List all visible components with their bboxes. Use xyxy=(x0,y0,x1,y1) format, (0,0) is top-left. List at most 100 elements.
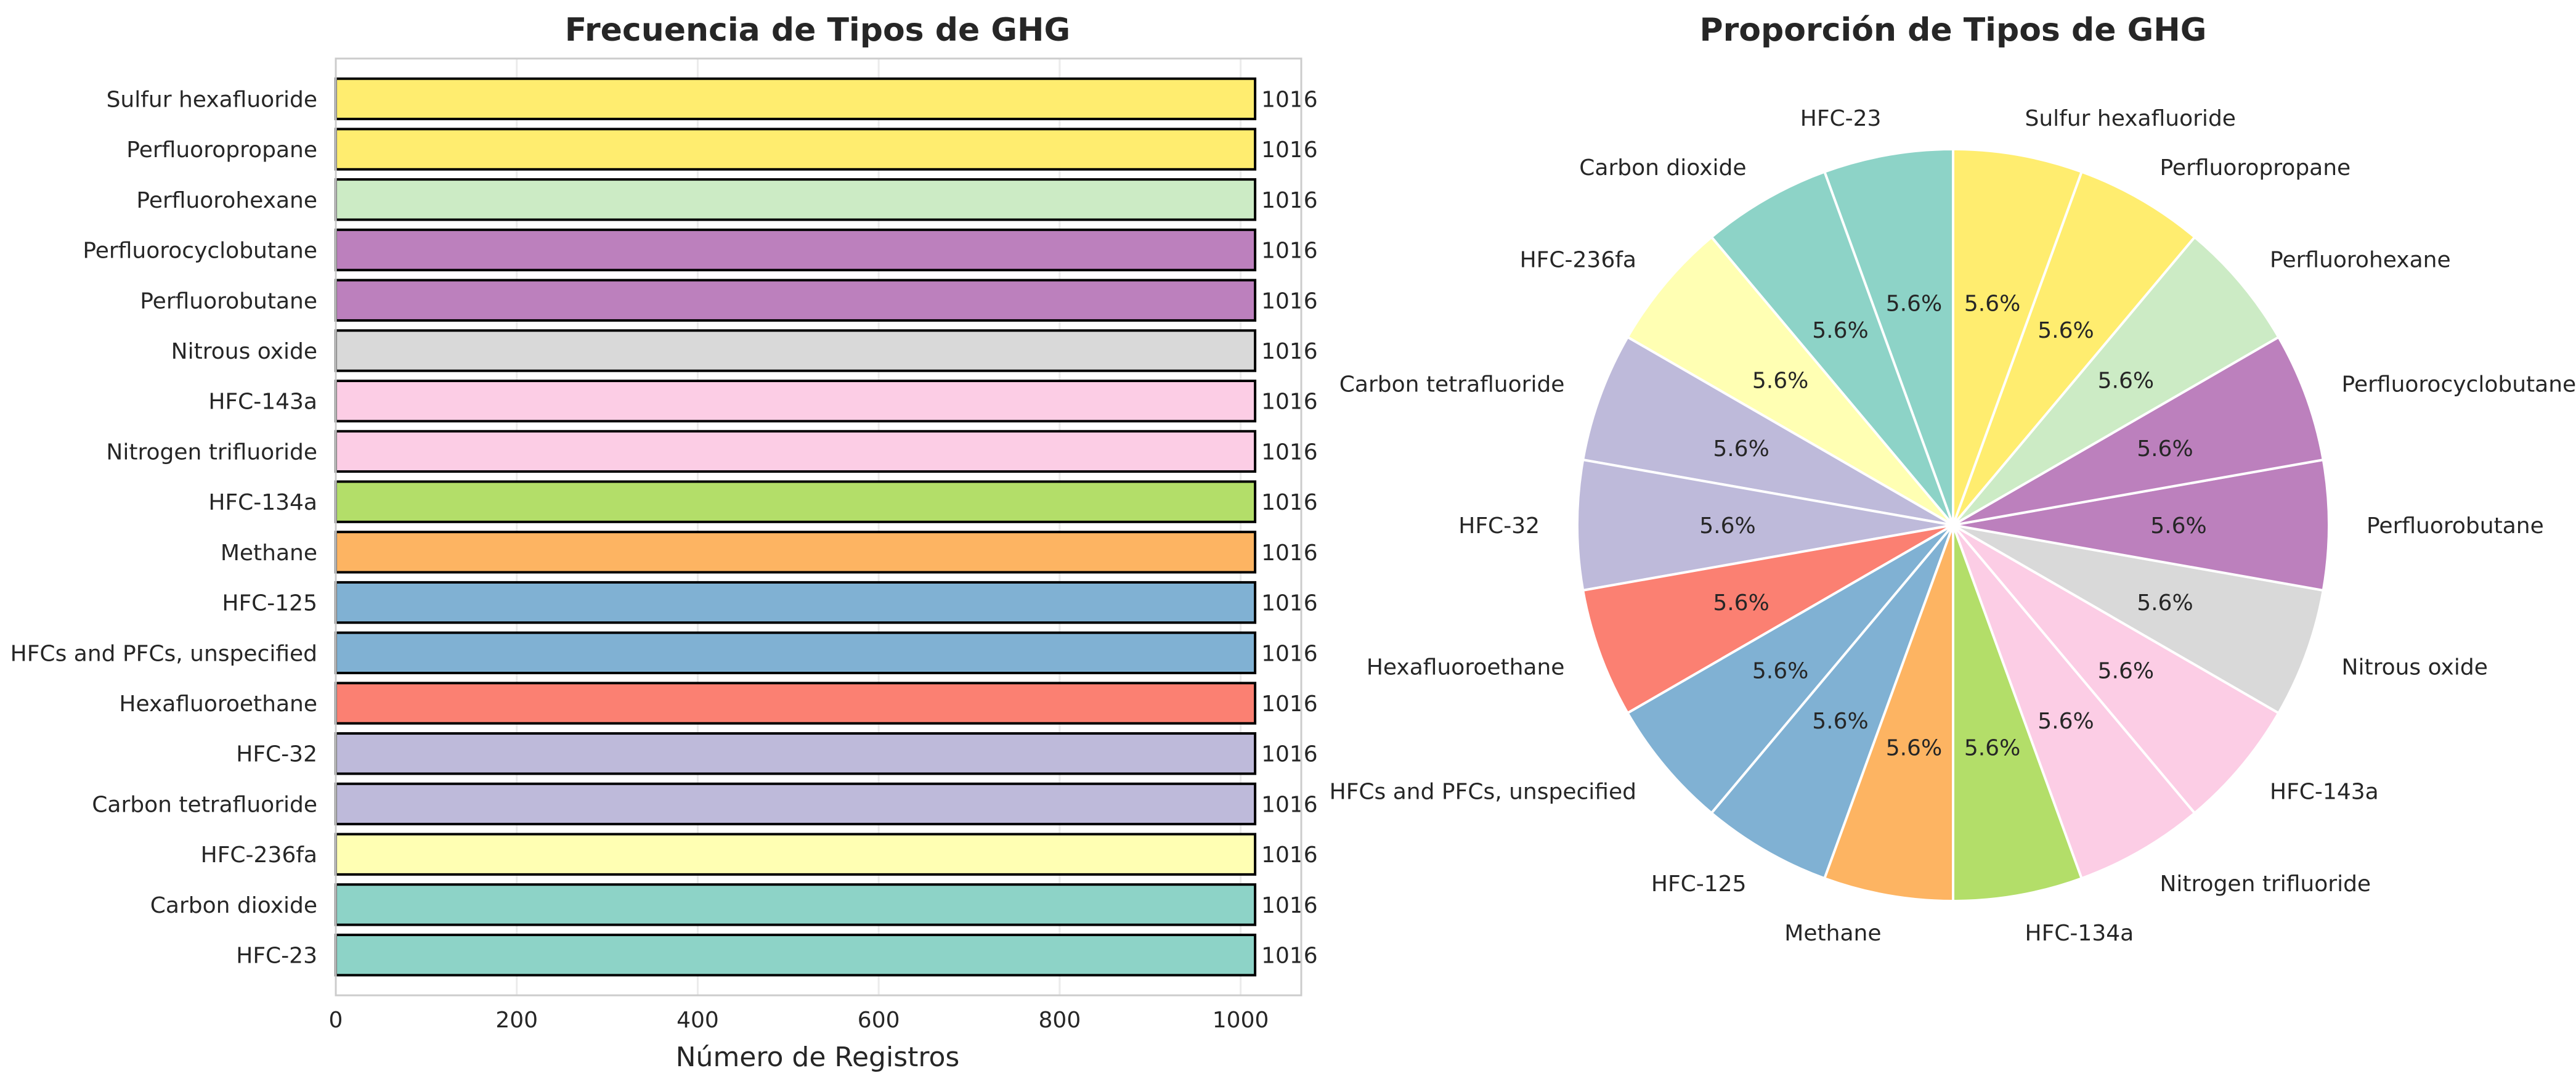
pie-slice xyxy=(1952,458,2330,592)
bar-chart-panel: Frecuencia de Tipos de GHG 1016101610161… xyxy=(10,12,1318,1073)
bar-category-label: HFC-125 xyxy=(222,591,317,616)
pie-percent-label: 5.6% xyxy=(2038,318,2094,343)
bar-value-label: 1016 xyxy=(1261,842,1318,868)
pie-category-label: Methane xyxy=(1784,921,1881,946)
pie-slice xyxy=(1952,524,2281,815)
pie-slice xyxy=(1625,524,1954,815)
bar-value-label: 1016 xyxy=(1261,540,1318,566)
bar-value-label: 1016 xyxy=(1261,188,1318,213)
bar xyxy=(335,480,1257,523)
bar-category-label: HFC-236fa xyxy=(201,842,317,868)
pie-slice xyxy=(1952,170,2196,526)
pie-slice xyxy=(1822,147,1954,526)
bar-value-label: 1016 xyxy=(1261,641,1318,666)
bar xyxy=(335,128,1257,171)
pie-slice xyxy=(1576,458,1954,592)
bar-value-label: 1016 xyxy=(1261,490,1318,515)
bar-chart-x-axis-label: Número de Registros xyxy=(676,1042,960,1073)
bar-value-label: 1016 xyxy=(1261,893,1318,918)
pie-category-label: Perfluorobutane xyxy=(2367,513,2544,539)
pie-percent-label: 5.6% xyxy=(2038,709,2094,734)
bar-value-label: 1016 xyxy=(1261,288,1318,314)
pie-percent-label: 5.6% xyxy=(2137,436,2193,462)
pie-slice xyxy=(1952,524,2196,880)
pie-chart-slices xyxy=(1576,147,2330,903)
pie-category-label: HFC-23 xyxy=(1800,106,1882,131)
pie-slice xyxy=(1952,524,2325,715)
bar-x-tick-label: 200 xyxy=(495,1008,538,1033)
pie-category-label: Carbon tetrafluoride xyxy=(1339,372,1565,398)
pie-category-label: HFC-32 xyxy=(1458,513,1540,539)
bar-category-label: Perfluorohexane xyxy=(136,188,317,213)
pie-percent-label: 5.6% xyxy=(1812,318,1868,343)
bar-category-label: Carbon dioxide xyxy=(150,893,317,918)
bar xyxy=(335,782,1257,826)
bar-value-label: 1016 xyxy=(1261,691,1318,717)
bar-chart-title: Frecuencia de Tipos de GHG xyxy=(565,12,1070,49)
pie-percent-label: 5.6% xyxy=(1713,436,1769,462)
bar-value-label: 1016 xyxy=(1261,239,1318,264)
bar-category-label: HFC-32 xyxy=(236,742,317,767)
bar xyxy=(335,279,1257,322)
pie-percent-label: 5.6% xyxy=(2098,658,2154,683)
pie-percent-label: 5.6% xyxy=(1886,735,1942,761)
bar xyxy=(335,631,1257,674)
bar xyxy=(335,732,1257,775)
pie-slice xyxy=(1710,170,1954,526)
bar xyxy=(335,178,1257,221)
bar-chart-category-labels: HFC-23 Carbon dioxide HFC-236fa Carbon tetr… xyxy=(10,87,317,968)
bar-value-label: 1016 xyxy=(1261,591,1318,616)
bar xyxy=(335,933,1257,977)
bar-x-tick-label: 400 xyxy=(677,1008,719,1033)
pie-chart-percent-labels: 5.6% 5.6% 5.6% 5.6% 5.6% 5.6% 5.6% 5.6% 5.6% 5.6%… xyxy=(1699,292,2206,761)
pie-percent-label: 5.6% xyxy=(1964,292,2020,317)
bar-category-label: Methane xyxy=(221,540,317,566)
bar xyxy=(335,883,1257,926)
bar xyxy=(335,581,1257,624)
bar xyxy=(335,833,1257,876)
bar-x-tick-label: 600 xyxy=(858,1008,900,1033)
pie-chart-title: Proporción de Tipos de GHG xyxy=(1700,12,2207,49)
pie-percent-label: 5.6% xyxy=(1886,292,1942,317)
bar-value-label: 1016 xyxy=(1261,439,1318,465)
bar-chart-value-labels: 1016 1016 1016 1016 1016 1016 1016 1016 1016 1016… xyxy=(1261,87,1318,968)
bar-category-label: HFC-134a xyxy=(208,490,317,515)
bar-value-label: 1016 xyxy=(1261,390,1318,415)
pie-category-label: HFC-125 xyxy=(1651,871,1747,897)
bar-category-label: HFC-23 xyxy=(236,944,317,969)
bar-category-label: Hexafluoroethane xyxy=(119,691,317,717)
bar-chart-bars xyxy=(335,77,1257,977)
pie-category-label: Perfluorocyclobutane xyxy=(2342,372,2576,398)
bar-category-label: HFCs and PFCs, unspecified xyxy=(10,641,317,666)
pie-category-label: Carbon dioxide xyxy=(1579,155,1746,181)
pie-percent-label: 5.6% xyxy=(1713,590,1769,616)
bar-x-tick-label: 800 xyxy=(1039,1008,1081,1033)
pie-percent-label: 5.6% xyxy=(1812,709,1868,734)
pie-slice xyxy=(1625,235,1954,526)
pie-percent-label: 5.6% xyxy=(1699,513,1755,539)
pie-slice xyxy=(1952,147,2084,526)
pie-slice xyxy=(1822,524,1954,903)
pie-slice xyxy=(1581,335,1954,526)
bar-value-label: 1016 xyxy=(1261,944,1318,969)
pie-category-label: HFC-134a xyxy=(2025,921,2134,946)
pie-category-label: Hexafluoroethane xyxy=(1367,655,1565,680)
pie-percent-label: 5.6% xyxy=(1964,735,2020,761)
bar-value-label: 1016 xyxy=(1261,742,1318,767)
pie-slice xyxy=(1952,335,2325,526)
bar xyxy=(335,380,1257,423)
pie-category-label: HFC-143a xyxy=(2270,779,2379,804)
pie-slice xyxy=(1952,524,2084,903)
pie-category-label: HFC-236fa xyxy=(1520,248,1636,273)
pie-chart-panel: Proporción de Tipos de GHG 5.6%5.6%5.6%5… xyxy=(1330,12,2576,946)
pie-category-label: Perfluoropropane xyxy=(2160,155,2351,181)
pie-percent-label: 5.6% xyxy=(2137,590,2193,616)
bar-category-label: Perfluoropropane xyxy=(126,137,317,163)
pie-percent-label: 5.6% xyxy=(2098,369,2154,394)
pie-category-label: Nitrous oxide xyxy=(2342,655,2488,680)
bar-chart-x-ticks: 0 200 400 600 800 1000 xyxy=(329,1008,1269,1033)
bar-category-label: Sulfur hexafluoride xyxy=(107,87,317,112)
bar-value-label: 1016 xyxy=(1261,792,1318,817)
bar-value-label: 1016 xyxy=(1261,137,1318,163)
pie-slice xyxy=(1581,524,1954,715)
